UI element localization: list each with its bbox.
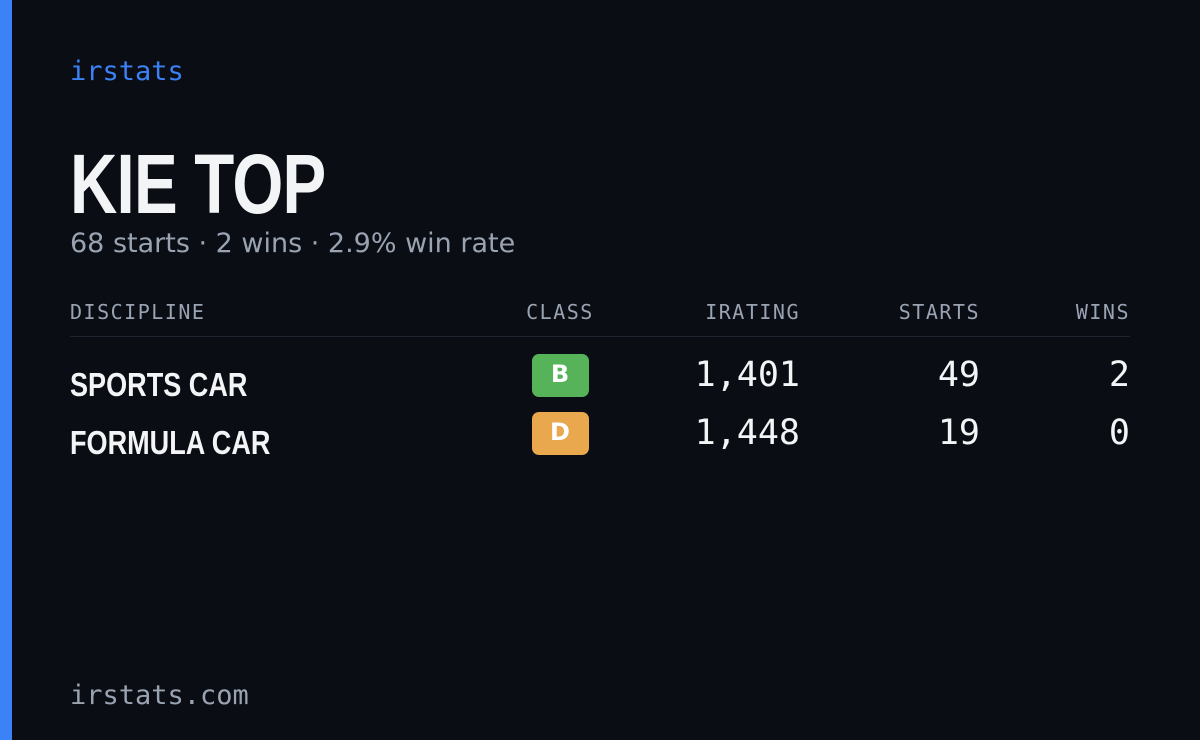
discipline: FORMULA CAR: [70, 424, 271, 461]
wins-value: 2: [1108, 355, 1130, 395]
class-badge: B: [531, 354, 589, 397]
column-header: CLASS: [526, 300, 594, 324]
starts-value: 49: [937, 355, 980, 395]
header-rule: [70, 336, 1130, 337]
discipline: SPORTS CAR: [70, 366, 248, 403]
wins-value: 0: [1108, 413, 1130, 453]
column-header: DISCIPLINE: [70, 300, 206, 324]
driver-name: KIE TOP: [70, 137, 326, 231]
driver-summary: 68 starts · 2 wins · 2.9% win rate: [70, 228, 516, 259]
accent-bar: [0, 0, 12, 740]
irating-value: 1,448: [694, 413, 800, 453]
column-header: WINS: [1075, 300, 1130, 324]
column-header: STARTS: [898, 300, 980, 324]
footer: irstats.com: [70, 680, 249, 711]
column-header: IRATING: [705, 300, 800, 324]
irating-value: 1,401: [694, 355, 800, 395]
starts-value: 19: [937, 413, 980, 453]
class-badge: D: [531, 412, 589, 455]
brand: irstats: [70, 56, 184, 87]
